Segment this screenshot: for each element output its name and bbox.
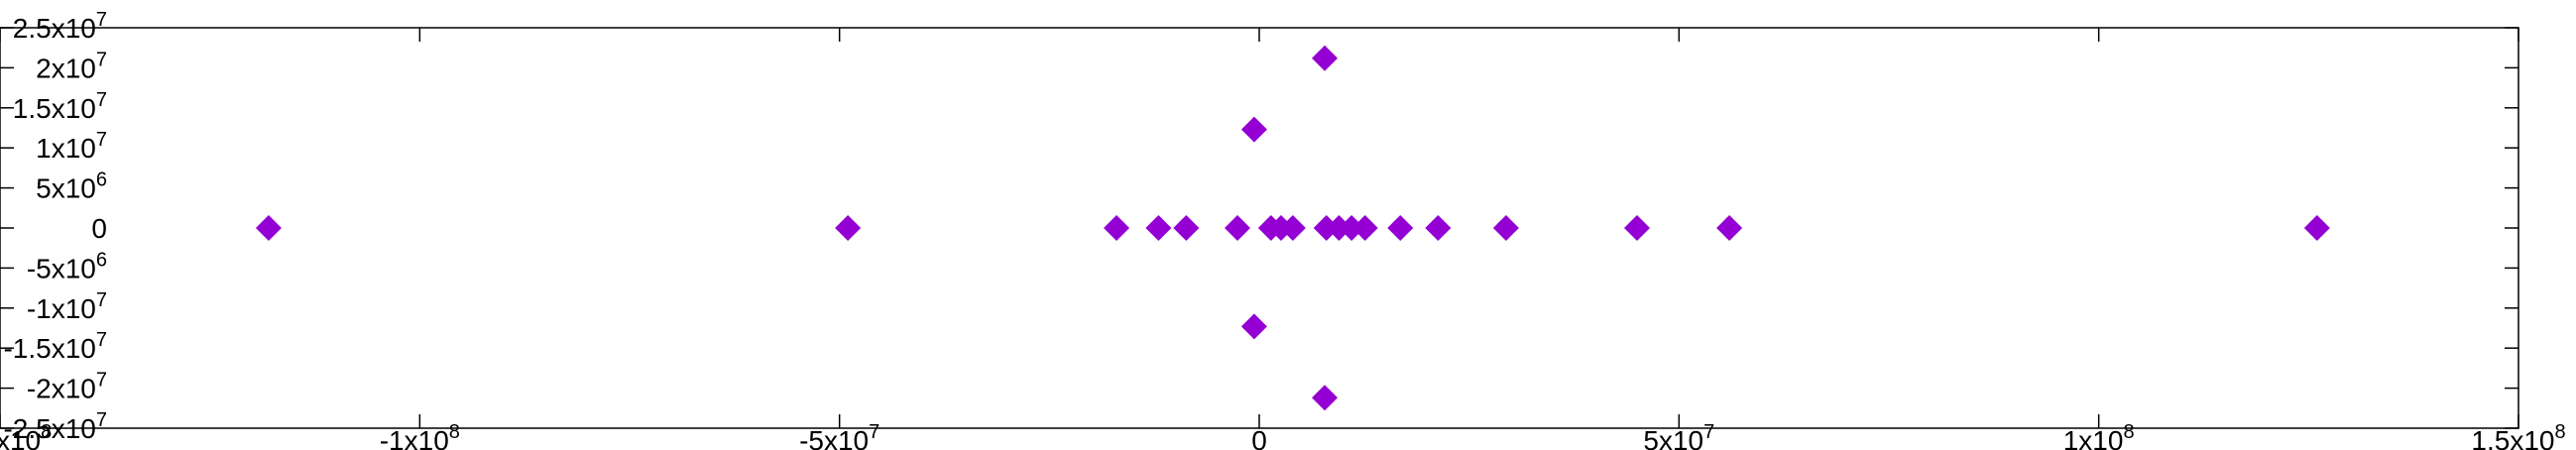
x-tick-label-mantissa: -5x10 [799,425,869,450]
x-tick-label-mantissa: 0 [1251,425,1267,450]
x-tick-label-exponent: 8 [449,421,460,443]
data-point-diamond [2303,215,2330,241]
x-tick-label-exponent: 7 [1703,421,1714,443]
x-tick-label-exponent: 7 [869,421,879,443]
x-tick-label: 1.5x108 [2471,421,2565,450]
y-tick-label: -2x107 [27,370,107,404]
data-point-diamond [1312,45,1339,71]
x-tick-label: -1.5x108 [0,421,52,450]
data-point-diamond [1425,215,1452,241]
y-tick-label-mantissa: 2.5x10 [13,13,96,44]
data-point-diamond [1104,215,1130,241]
y-tick-label: -1x107 [27,289,107,324]
data-point-diamond [255,215,282,241]
y-tick-label-mantissa: 0 [91,213,107,244]
y-tick-label-mantissa: -1.5x10 [3,333,95,364]
y-tick-label: 2.5x107 [13,9,107,44]
data-point-diamond [1173,215,1200,241]
y-tick-label-exponent: 7 [96,289,107,311]
y-tick-label: 1.5x107 [13,89,107,124]
x-tick-label: 0 [1251,425,1267,450]
data-point-diamond [1240,313,1267,340]
data-point-diamond [1145,215,1172,241]
x-tick-label: -5x107 [799,421,879,450]
data-point-diamond [835,215,862,241]
data-point-diamond [1240,116,1267,143]
data-point-diamond [1339,215,1365,241]
x-tick-label: 1x108 [2063,421,2135,450]
y-tick-label-exponent: 6 [96,169,107,191]
data-point-diamond [1351,215,1378,241]
y-tick-label-exponent: 7 [96,89,107,111]
data-points [255,45,2330,411]
y-tick-label-exponent: 7 [96,49,107,70]
y-tick-label-exponent: 7 [96,370,107,392]
x-tick-label-exponent: 8 [41,421,52,443]
y-tick-label: 2x107 [36,49,107,83]
y-tick-label: -1.5x107 [3,329,107,364]
x-tick-label-mantissa: 5x10 [1643,425,1703,450]
y-tick-label: 1x107 [36,129,107,164]
y-tick-label-mantissa: 1.5x10 [13,93,96,124]
y-tick-label-exponent: 7 [96,129,107,151]
y-tick-label-mantissa: 5x10 [36,173,96,204]
data-point-diamond [1492,215,1519,241]
y-tick-label-mantissa: -1x10 [27,293,96,324]
tick-marks [0,27,2519,429]
y-tick-label-mantissa: -2.5x10 [3,413,95,444]
y-tick-label: -2.5x107 [3,409,107,444]
data-point-diamond [1387,215,1414,241]
x-tick-label-mantissa: 1.5x10 [2471,425,2554,450]
x-tick-label-exponent: 8 [2554,421,2565,443]
x-tick-label: -1x108 [380,421,460,450]
y-tick-label: -5x106 [27,249,107,283]
y-tick-label-mantissa: -5x10 [27,253,96,283]
y-tick-label-exponent: 7 [96,329,107,351]
y-tick-label-mantissa: 1x10 [36,133,96,164]
x-tick-label-mantissa: -1.5x10 [0,425,41,450]
y-tick-label-exponent: 7 [96,9,107,31]
x-tick-label-exponent: 8 [2123,421,2134,443]
data-point-diamond [1312,385,1339,411]
y-tick-label: 5x106 [36,169,107,204]
y-tick-labels: 2.5x1072x1071.5x1071x1075x1060-5x106-1x1… [3,9,107,444]
x-tick-label: 5x107 [1643,421,1714,450]
data-point-diamond [1624,215,1650,241]
data-point-diamond [1224,215,1250,241]
y-tick-label-mantissa: -2x10 [27,374,96,404]
y-tick-label-exponent: 7 [96,409,107,431]
y-tick-label-mantissa: 2x10 [36,53,96,83]
data-point-diamond [1279,215,1306,241]
y-tick-label: 0 [91,213,107,244]
data-point-diamond [1716,215,1743,241]
y-tick-label-exponent: 6 [96,249,107,271]
x-tick-label-mantissa: -1x10 [380,425,449,450]
x-tick-label-mantissa: 1x10 [2063,425,2124,450]
